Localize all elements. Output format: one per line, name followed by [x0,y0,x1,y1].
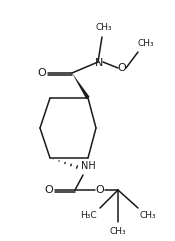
Text: O: O [96,185,104,195]
Text: CH₃: CH₃ [110,227,126,235]
Text: O: O [38,68,46,78]
Text: CH₃: CH₃ [138,40,154,48]
Text: NH: NH [81,161,95,171]
Text: N: N [95,58,103,68]
Polygon shape [72,73,90,99]
Text: CH₃: CH₃ [140,210,156,220]
Text: O: O [118,63,126,73]
Text: H₃C: H₃C [80,210,96,220]
Text: O: O [45,185,53,195]
Text: CH₃: CH₃ [96,24,112,33]
